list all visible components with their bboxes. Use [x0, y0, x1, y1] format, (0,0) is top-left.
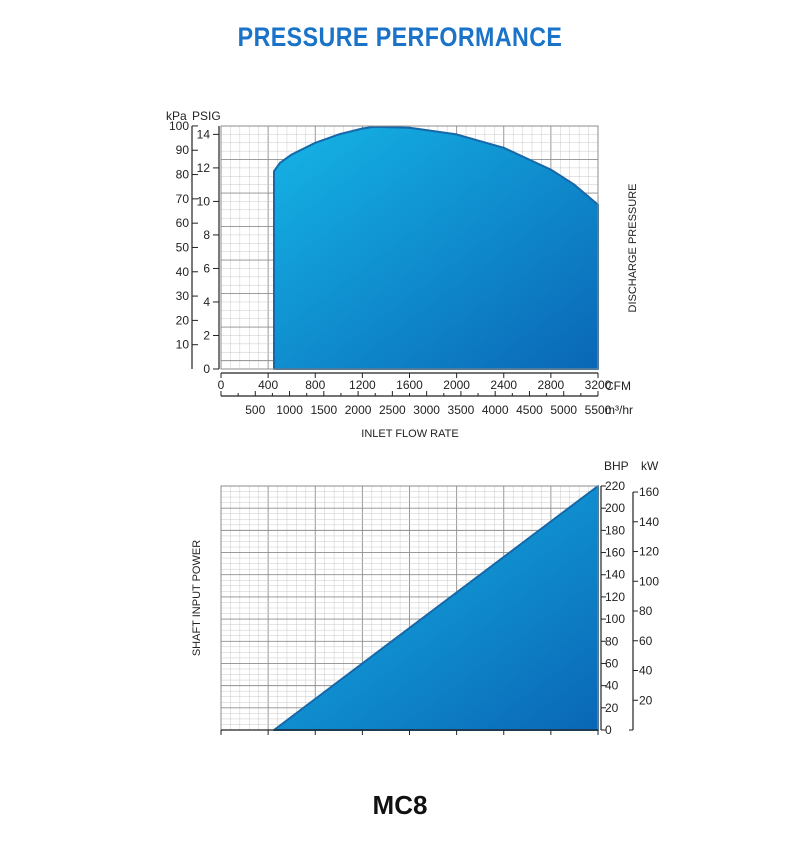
psig-unit-label: PSIG: [192, 109, 221, 123]
m3hr-tick-label: 1000: [276, 403, 303, 417]
kpa-tick-label: 70: [176, 192, 190, 206]
cfm-tick-label: 800: [305, 378, 325, 392]
psig-tick-label: 10: [197, 194, 211, 208]
m3hr-tick-label: 500: [245, 403, 265, 417]
m3hr-tick-label: 5500: [585, 403, 612, 417]
kw-tick-label: 40: [639, 664, 653, 678]
kpa-tick-label: 10: [176, 338, 190, 352]
m3hr-tick-label: 1500: [310, 403, 337, 417]
kpa-tick-label: 80: [176, 168, 190, 182]
power-axes: 0 20 40 60 80 100 120 140 160 180 200 220 20 40 60 80 10…: [220, 479, 659, 737]
cfm-tick-label: 2400: [490, 378, 517, 392]
cfm-tick-label: 2800: [538, 378, 565, 392]
m3hr-unit-label: m³/hr: [605, 403, 633, 417]
m3hr-tick-label: 4000: [482, 403, 509, 417]
psig-tick-label: 8: [203, 228, 210, 242]
psig-tick-label: 0: [203, 362, 210, 376]
model-name: MC8: [372, 790, 428, 820]
bhp-tick-label: 140: [605, 568, 625, 582]
kw-tick-label: 140: [639, 515, 659, 529]
pressure-plot-frame: [220, 125, 599, 370]
power-chart: 0 20 40 60 80 100 120 140 160 180 200 220 20 40 60 80 10…: [191, 459, 659, 737]
m3hr-tick-label: 5000: [550, 403, 577, 417]
m3hr-tick-label: 2500: [379, 403, 406, 417]
cfm-tick-label: 2000: [443, 378, 470, 392]
bhp-tick-label: 120: [605, 590, 625, 604]
bhp-tick-label: 180: [605, 523, 625, 537]
kpa-tick-label: 50: [176, 240, 190, 254]
kw-tick-label: 120: [639, 545, 659, 559]
kpa-tick-label: 60: [176, 216, 190, 230]
kw-tick-label: 160: [639, 485, 659, 499]
discharge-pressure-label: DISCHARGE PRESSURE: [627, 184, 639, 313]
kpa-unit-label: kPa: [166, 109, 187, 123]
psig-tick-label: 14: [197, 127, 211, 141]
bhp-tick-label: 40: [605, 679, 619, 693]
cfm-tick-label: 400: [258, 378, 278, 392]
kw-unit-label: kW: [641, 459, 659, 473]
page-title: PRESSURE PERFORMANCE: [237, 22, 563, 52]
m3hr-tick-label: 2000: [345, 403, 372, 417]
cfm-unit-label: CFM: [605, 379, 631, 393]
cfm-tick-label: 0: [218, 378, 225, 392]
m3hr-tick-label: 4500: [516, 403, 543, 417]
psig-tick-label: 2: [203, 328, 210, 342]
bhp-tick-label: 0: [605, 723, 612, 737]
kpa-tick-label: 20: [176, 313, 190, 327]
inlet-flow-rate-label: INLET FLOW RATE: [361, 428, 458, 440]
pressure-area: [273, 125, 599, 370]
m3hr-tick-label: 3500: [448, 403, 475, 417]
bhp-tick-label: 200: [605, 501, 625, 515]
kpa-tick-label: 90: [176, 143, 190, 157]
psig-tick-label: 12: [197, 161, 211, 175]
bhp-tick-label: 60: [605, 656, 619, 670]
bhp-tick-label: 160: [605, 546, 625, 560]
kpa-tick-label: 40: [176, 265, 190, 279]
psig-tick-label: 6: [203, 261, 210, 275]
kw-tick-label: 80: [639, 604, 653, 618]
shaft-input-power-label: SHAFT INPUT POWER: [191, 540, 203, 656]
bhp-tick-label: 220: [605, 479, 625, 493]
cfm-tick-label: 1600: [396, 378, 423, 392]
bhp-tick-label: 100: [605, 612, 625, 626]
kpa-tick-label: 100: [169, 119, 189, 133]
cfm-tick-label: 3200: [585, 378, 612, 392]
bhp-tick-label: 20: [605, 701, 619, 715]
kpa-tick-label: 30: [176, 289, 190, 303]
bhp-unit-label: BHP: [604, 459, 629, 473]
kw-tick-label: 60: [639, 634, 653, 648]
psig-tick-label: 4: [203, 295, 210, 309]
kw-tick-label: 20: [639, 693, 653, 707]
bhp-tick-label: 80: [605, 634, 619, 648]
kw-tick-label: 100: [639, 574, 659, 588]
m3hr-tick-label: 3000: [413, 403, 440, 417]
cfm-tick-label: 1200: [349, 378, 376, 392]
